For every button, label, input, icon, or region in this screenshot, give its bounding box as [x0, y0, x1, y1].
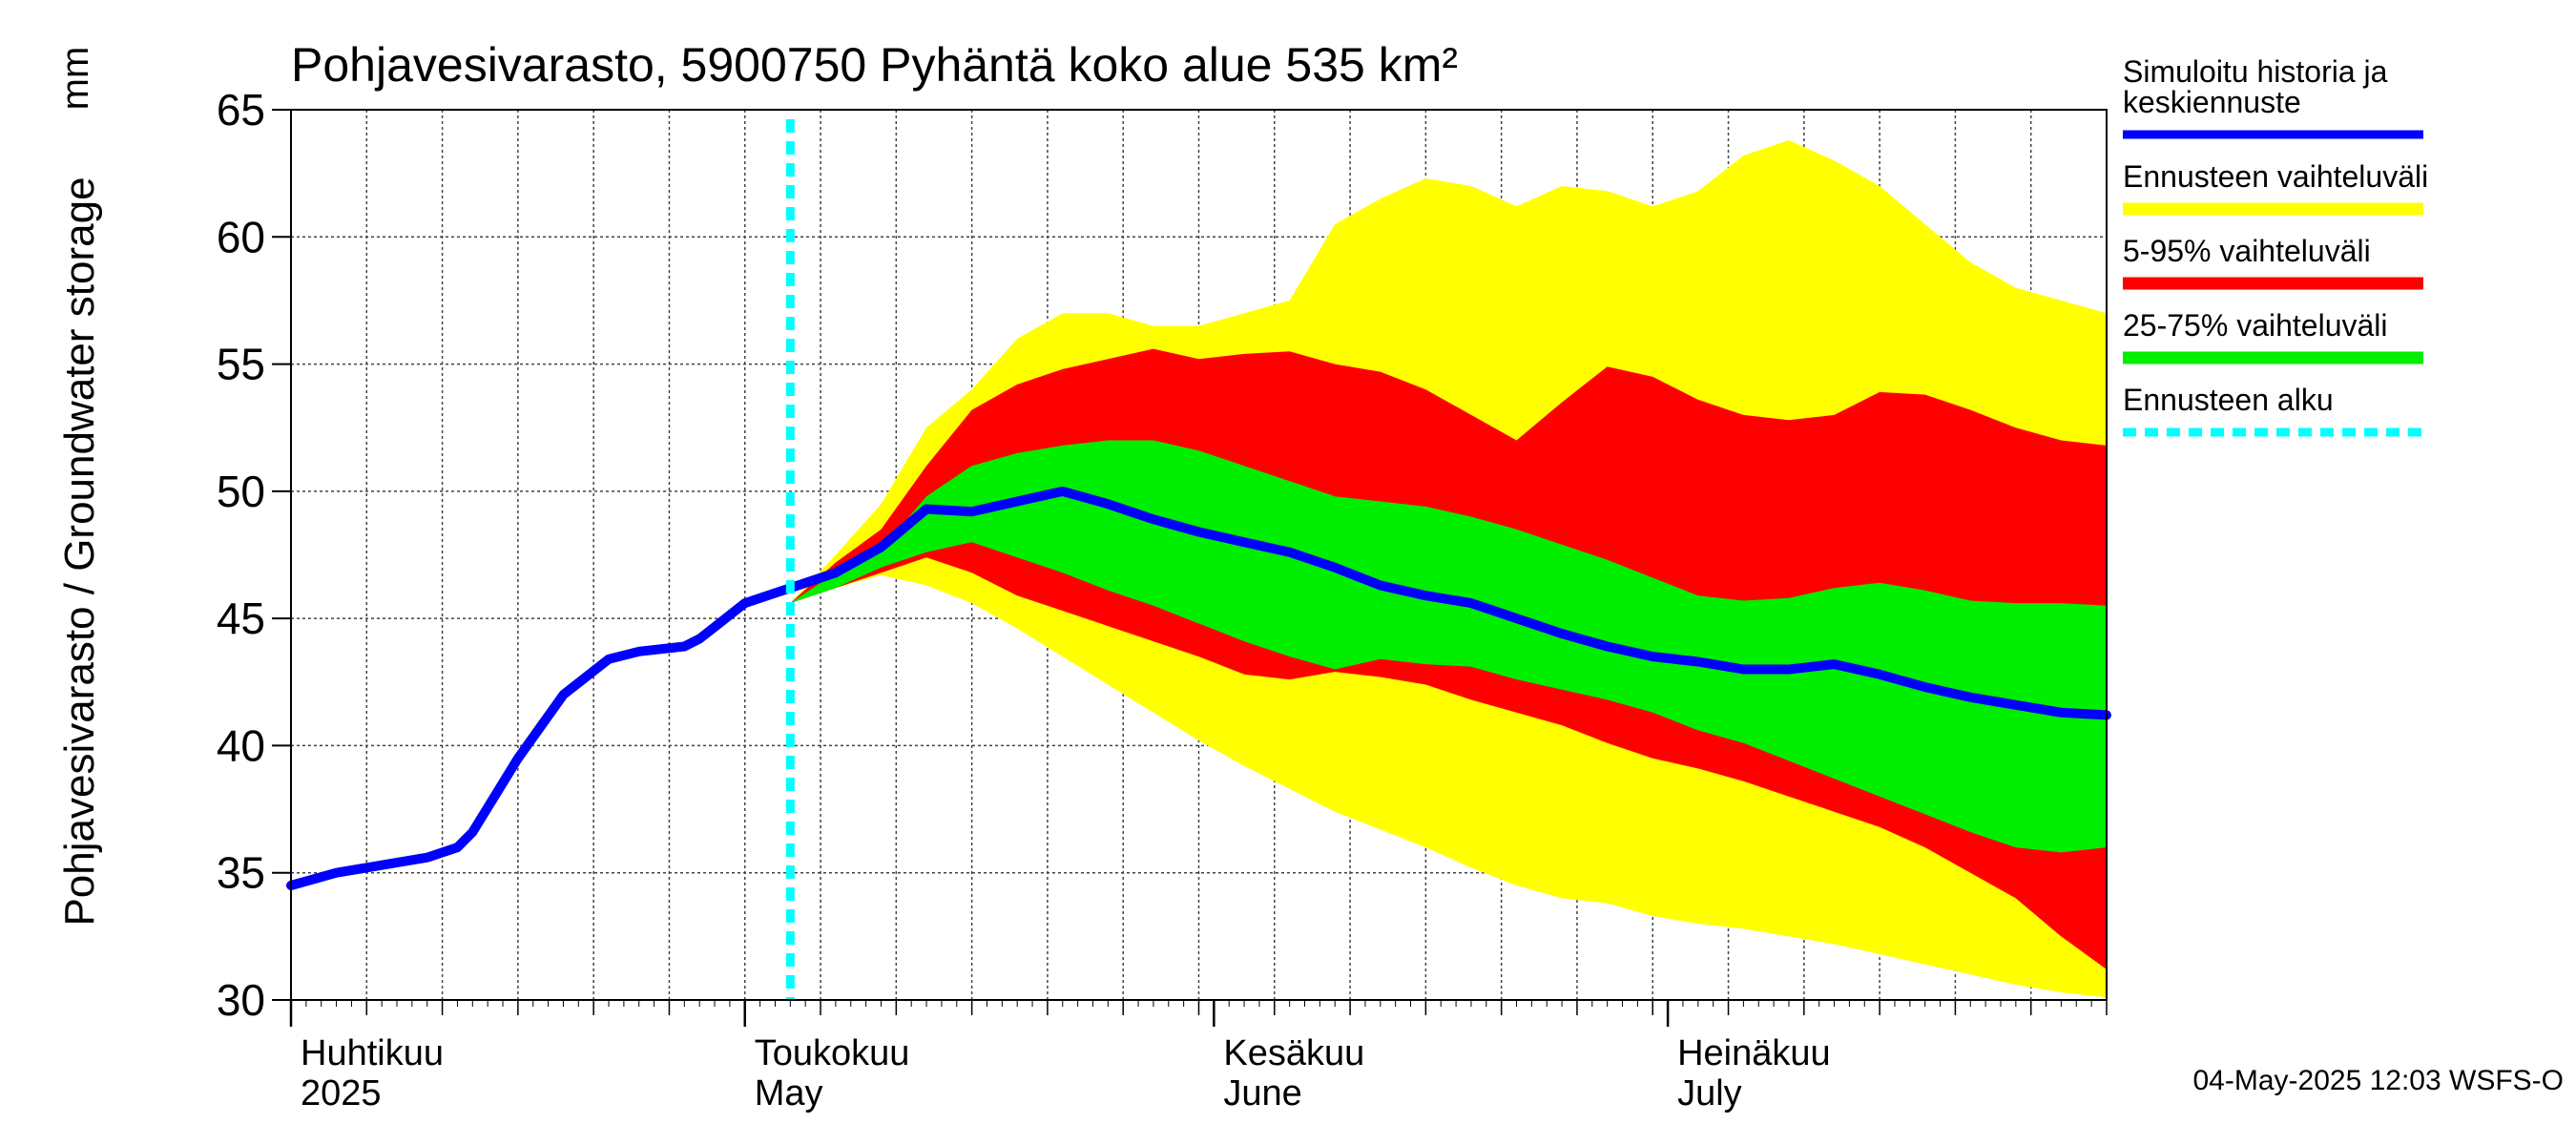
y-tick-label: 30	[217, 975, 265, 1025]
chart-title: Pohjavesivarasto, 5900750 Pyhäntä koko a…	[291, 38, 1458, 92]
y-tick-label: 55	[217, 340, 265, 389]
month-sublabel: June	[1223, 1073, 1301, 1114]
month-label: Huhtikuu	[301, 1033, 444, 1073]
legend-label-simulated-2: keskiennuste	[2123, 85, 2301, 119]
median-line	[286, 486, 2111, 890]
timestamp: 04-May-2025 12:03 WSFS-O	[2193, 1065, 2565, 1096]
month-sublabel: 2025	[301, 1073, 382, 1114]
x-ticks	[289, 1000, 2108, 1027]
legend-label-forecast-start: Ennusteen alku	[2123, 383, 2334, 417]
legend-label-5-95: 5-95% vaihteluväli	[2123, 234, 2371, 268]
y-tick-label: 40	[217, 720, 265, 770]
plot-area: 30 35 40 45 50 55 60 65	[217, 85, 2111, 1027]
y-axis-unit: mm	[54, 47, 96, 111]
legend-label-simulated-1: Simuloitu historia ja	[2123, 54, 2388, 89]
month-label: Heinäkuu	[1677, 1033, 1831, 1073]
legend-label-full-range: Ennusteen vaihteluväli	[2123, 159, 2428, 194]
legend-label-25-75: 25-75% vaihteluväli	[2123, 308, 2388, 343]
bands	[790, 140, 2107, 998]
y-tick-label: 50	[217, 467, 265, 516]
y-axis-label: Pohjavesivarasto / Groundwater storage	[56, 177, 103, 926]
y-ticks: 30 35 40 45 50 55 60 65	[217, 85, 291, 1025]
month-label: Kesäkuu	[1223, 1033, 1364, 1073]
y-tick-label: 35	[217, 848, 265, 898]
month-sublabel: May	[755, 1073, 823, 1114]
month-label: Toukokuu	[755, 1033, 910, 1073]
y-tick-label: 65	[217, 85, 265, 135]
y-tick-label: 60	[217, 212, 265, 261]
band-25-75	[790, 440, 2107, 853]
legend: Simuloitu historia ja keskiennuste Ennus…	[2123, 54, 2428, 437]
month-sublabel: July	[1677, 1073, 1742, 1114]
y-tick-label: 45	[217, 593, 265, 643]
